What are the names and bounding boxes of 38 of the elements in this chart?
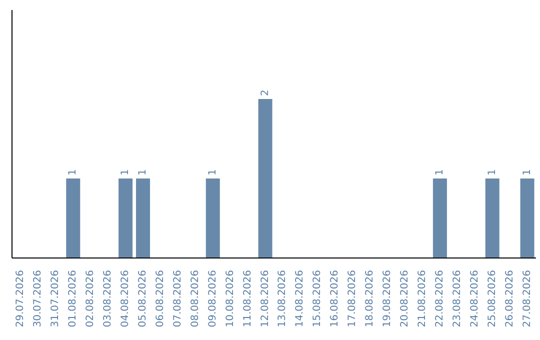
x-tick-label: 18.08.2026 — [364, 270, 376, 328]
data-label: 1 — [207, 169, 218, 176]
data-label: 1 — [434, 169, 446, 176]
x-tick-label: 01.08.2026 — [68, 270, 79, 328]
data-label: 1 — [68, 169, 79, 176]
x-tick-label: 04.08.2026 — [120, 270, 132, 328]
x-tick-label: 11.08.2026 — [242, 270, 254, 328]
x-tick-label: 15.08.2026 — [312, 270, 324, 328]
x-tick-label: 17.08.2026 — [347, 270, 358, 328]
x-tick-label: 07.08.2026 — [172, 270, 184, 328]
x-tick-label: 06.08.2026 — [154, 270, 166, 328]
x-tick-label: 20.08.2026 — [400, 270, 410, 328]
x-tick-label: 02.08.2026 — [85, 270, 96, 328]
x-tick-label: 14.08.2026 — [294, 270, 306, 328]
data-label: 2 — [260, 90, 271, 96]
data-label: 1 — [486, 169, 498, 176]
x-tick-label: 10.08.2026 — [224, 270, 236, 328]
x-tick-label: 21.08.2026 — [416, 270, 428, 328]
x-tick-label: 24.08.2026 — [469, 270, 480, 328]
x-tick-label: 16.08.2026 — [330, 270, 341, 328]
x-tick-label: 23.08.2026 — [452, 270, 463, 328]
x-tick-label: 25.08.2026 — [486, 270, 498, 328]
data-label: 1 — [120, 169, 132, 176]
x-tick-label: 09.08.2026 — [207, 270, 218, 328]
x-tick-label: 19.08.2026 — [382, 270, 394, 328]
data-label: 1 — [138, 169, 149, 176]
x-tick-label: 31.07.2026 — [50, 270, 62, 328]
x-tick-label: 03.08.2026 — [102, 270, 114, 328]
x-tick-label: 13.08.2026 — [277, 270, 288, 328]
x-tick-label: 05.08.2026 — [138, 270, 148, 328]
x-tick-label: 12.08.2026 — [260, 270, 271, 328]
x-tick-label: 22.08.2026 — [434, 270, 446, 328]
x-tick-label: 26.08.2026 — [504, 270, 516, 328]
x-tick-label: 27.08.2026 — [522, 270, 533, 328]
data-label: 1 — [522, 169, 533, 176]
x-tick-label: 30.07.2026 — [32, 270, 44, 328]
x-tick-label: 08.08.2026 — [190, 270, 201, 328]
x-tick-label: 29.07.2026 — [15, 270, 26, 328]
